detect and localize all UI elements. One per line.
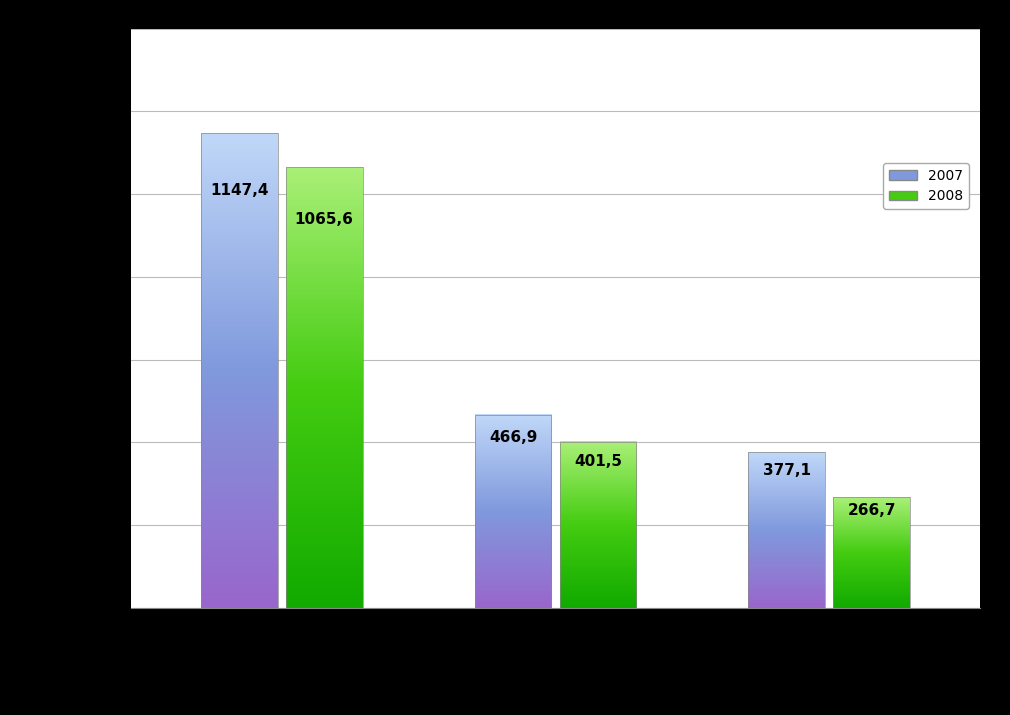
Text: 1065,6: 1065,6 (295, 212, 353, 227)
Text: 401,5: 401,5 (574, 454, 622, 469)
Bar (201, 133, 278, 608)
Bar (475, 415, 551, 608)
Bar (560, 442, 636, 608)
Text: 266,7: 266,7 (847, 503, 896, 518)
Text: 466,9: 466,9 (489, 430, 537, 445)
Bar (833, 498, 910, 608)
Bar (748, 452, 825, 608)
Legend: 2007, 2008: 2007, 2008 (884, 163, 969, 209)
Text: 1147,4: 1147,4 (210, 182, 269, 197)
Text: 377,1: 377,1 (763, 463, 811, 478)
Bar (286, 167, 363, 608)
